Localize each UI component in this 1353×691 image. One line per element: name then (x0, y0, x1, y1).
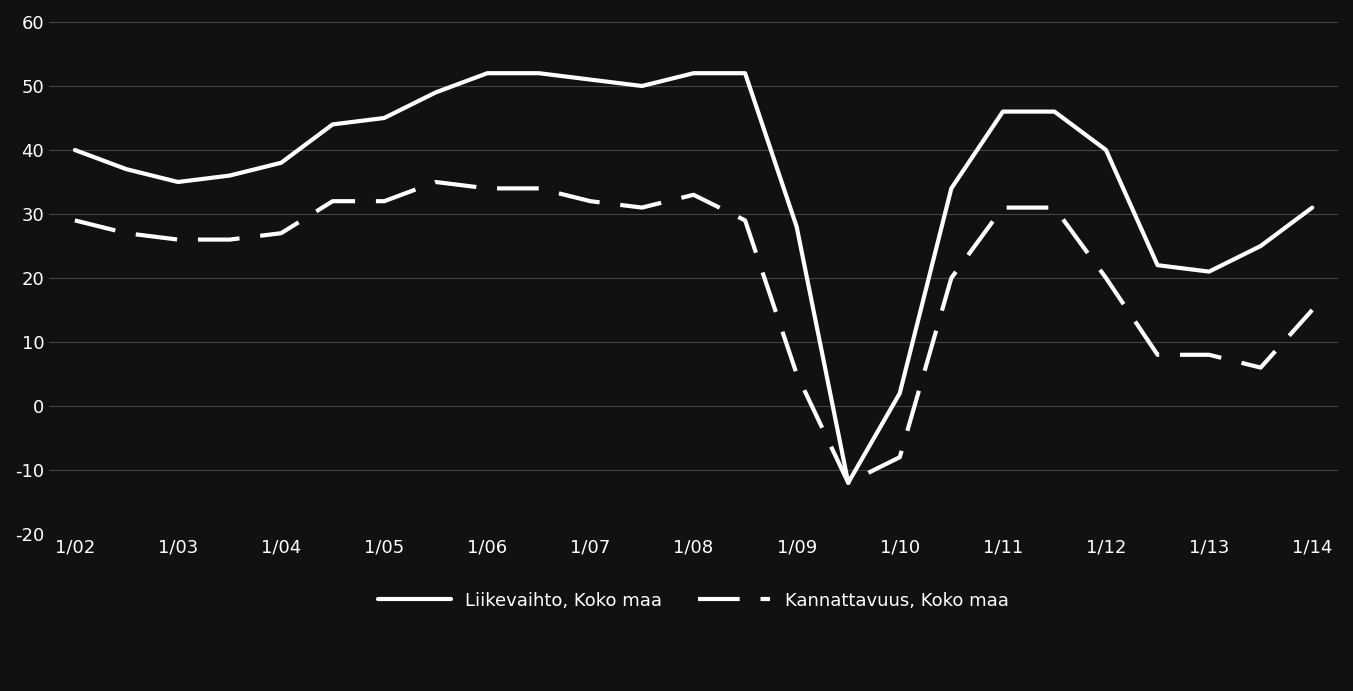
Liikevaihto, Koko maa (1304, 203, 1321, 211)
Kannattavuus, Koko maa (376, 197, 392, 205)
Liikevaihto, Koko maa (892, 389, 908, 397)
Liikevaihto, Koko maa (376, 114, 392, 122)
Kannattavuus, Koko maa (789, 370, 805, 378)
Liikevaihto, Koko maa (840, 479, 856, 487)
Line: Liikevaihto, Koko maa: Liikevaihto, Koko maa (74, 73, 1312, 483)
Kannattavuus, Koko maa (737, 216, 754, 225)
Kannattavuus, Koko maa (479, 184, 495, 193)
Kannattavuus, Koko maa (1201, 350, 1218, 359)
Kannattavuus, Koko maa (943, 274, 959, 282)
Liikevaihto, Koko maa (170, 178, 187, 186)
Kannattavuus, Koko maa (1253, 363, 1269, 372)
Kannattavuus, Koko maa (1150, 350, 1166, 359)
Liikevaihto, Koko maa (686, 69, 702, 77)
Liikevaihto, Koko maa (1201, 267, 1218, 276)
Liikevaihto, Koko maa (118, 165, 134, 173)
Liikevaihto, Koko maa (273, 159, 290, 167)
Kannattavuus, Koko maa (428, 178, 444, 186)
Liikevaihto, Koko maa (530, 69, 547, 77)
Liikevaihto, Koko maa (1046, 107, 1062, 115)
Liikevaihto, Koko maa (428, 88, 444, 97)
Kannattavuus, Koko maa (118, 229, 134, 237)
Liikevaihto, Koko maa (943, 184, 959, 193)
Line: Kannattavuus, Koko maa: Kannattavuus, Koko maa (74, 182, 1312, 483)
Kannattavuus, Koko maa (686, 191, 702, 199)
Liikevaihto, Koko maa (737, 69, 754, 77)
Kannattavuus, Koko maa (66, 216, 83, 225)
Kannattavuus, Koko maa (892, 453, 908, 462)
Kannattavuus, Koko maa (582, 197, 598, 205)
Kannattavuus, Koko maa (1046, 203, 1062, 211)
Kannattavuus, Koko maa (325, 197, 341, 205)
Legend: Liikevaihto, Koko maa, Kannattavuus, Koko maa: Liikevaihto, Koko maa, Kannattavuus, Kok… (371, 585, 1016, 617)
Liikevaihto, Koko maa (582, 75, 598, 84)
Kannattavuus, Koko maa (273, 229, 290, 237)
Liikevaihto, Koko maa (325, 120, 341, 129)
Liikevaihto, Koko maa (994, 107, 1011, 115)
Kannattavuus, Koko maa (1097, 274, 1114, 282)
Kannattavuus, Koko maa (530, 184, 547, 193)
Liikevaihto, Koko maa (1150, 261, 1166, 269)
Liikevaihto, Koko maa (66, 146, 83, 154)
Kannattavuus, Koko maa (170, 236, 187, 244)
Kannattavuus, Koko maa (635, 203, 651, 211)
Liikevaihto, Koko maa (1253, 242, 1269, 250)
Liikevaihto, Koko maa (222, 171, 238, 180)
Kannattavuus, Koko maa (840, 479, 856, 487)
Kannattavuus, Koko maa (994, 203, 1011, 211)
Kannattavuus, Koko maa (1304, 306, 1321, 314)
Liikevaihto, Koko maa (1097, 146, 1114, 154)
Liikevaihto, Koko maa (479, 69, 495, 77)
Liikevaihto, Koko maa (635, 82, 651, 90)
Liikevaihto, Koko maa (789, 223, 805, 231)
Kannattavuus, Koko maa (222, 236, 238, 244)
